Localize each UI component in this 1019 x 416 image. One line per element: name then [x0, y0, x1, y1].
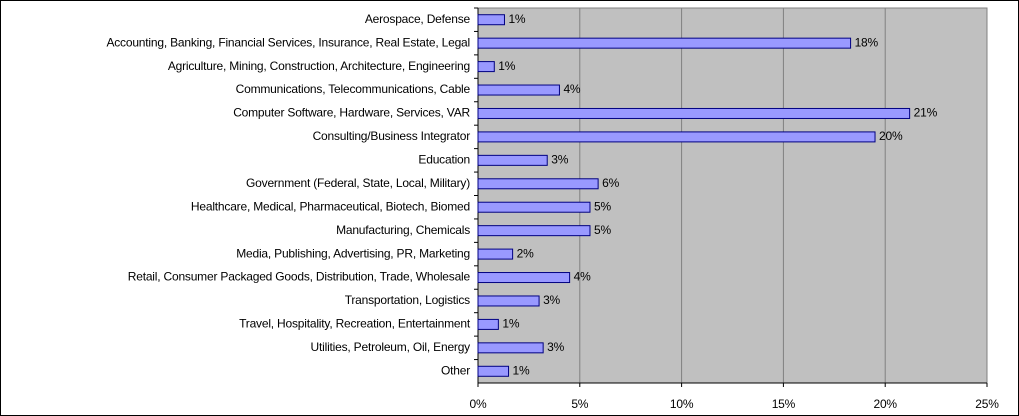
x-tick-label: 10% — [670, 397, 694, 411]
y-tick-label: Consulting/Business Integrator — [313, 129, 471, 143]
bar — [477, 107, 911, 119]
x-tick-label: 0% — [470, 397, 487, 411]
bar — [477, 365, 510, 377]
y-tick-label: Agriculture, Mining, Construction, Archi… — [168, 59, 470, 73]
value-label: 3% — [543, 293, 560, 307]
value-label: 1% — [498, 59, 515, 73]
y-tick-label: Utilities, Petroleum, Oil, Energy — [311, 340, 471, 354]
value-label: 3% — [547, 340, 564, 354]
x-tick-label: 5% — [571, 397, 588, 411]
bar — [477, 318, 499, 330]
y-tick-label: Communications, Telecommunications, Cabl… — [236, 82, 471, 96]
y-tick-label: Education — [418, 153, 470, 167]
value-label: 1% — [508, 12, 525, 26]
y-tick-label: Government (Federal, State, Local, Milit… — [246, 176, 470, 190]
value-label: 1% — [502, 317, 519, 331]
bar — [477, 225, 591, 237]
value-label: 6% — [602, 176, 619, 190]
bar — [477, 248, 514, 260]
bar — [477, 37, 852, 49]
bar — [477, 61, 495, 73]
value-label: 20% — [879, 129, 903, 143]
y-tick-label: Retail, Consumer Packaged Goods, Distrib… — [128, 270, 471, 284]
y-tick-label: Media, Publishing, Advertising, PR, Mark… — [236, 246, 470, 260]
y-tick-label: Aerospace, Defense — [365, 12, 471, 26]
value-label: 5% — [594, 199, 611, 213]
bar — [477, 131, 876, 143]
y-tick-label: Healthcare, Medical, Pharmaceutical, Bio… — [191, 199, 470, 213]
y-tick-label: Accounting, Banking, Financial Services,… — [106, 35, 470, 49]
value-label: 4% — [574, 270, 591, 284]
y-tick-label: Travel, Hospitality, Recreation, Enterta… — [239, 317, 471, 331]
x-tick-label: 15% — [772, 397, 796, 411]
bar — [477, 272, 571, 284]
x-tick-label: 25% — [975, 397, 999, 411]
bar — [477, 201, 591, 213]
bar — [477, 178, 599, 190]
y-tick-label: Other — [441, 363, 470, 377]
value-label: 3% — [551, 153, 568, 167]
bar — [477, 295, 540, 307]
value-label: 2% — [517, 246, 534, 260]
x-tick-label: 20% — [873, 397, 897, 411]
bar — [477, 154, 548, 166]
value-label: 21% — [914, 106, 938, 120]
value-label: 5% — [594, 223, 611, 237]
bar — [477, 14, 505, 26]
bar — [477, 342, 544, 354]
y-tick-label: Manufacturing, Chemicals — [336, 223, 470, 237]
value-label: 1% — [513, 363, 530, 377]
plot-area — [477, 7, 988, 384]
y-tick-label: Transportation, Logistics — [345, 293, 470, 307]
y-tick-label: Computer Software, Hardware, Services, V… — [233, 106, 470, 120]
bar — [477, 84, 560, 96]
value-label: 4% — [563, 82, 580, 96]
value-label: 18% — [855, 35, 879, 49]
